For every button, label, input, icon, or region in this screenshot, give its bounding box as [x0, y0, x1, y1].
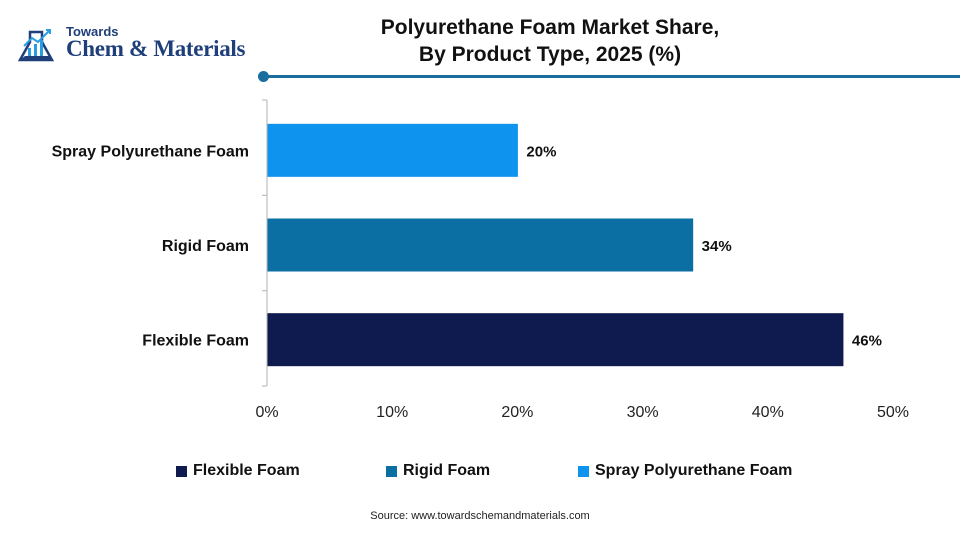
logo-name-text: Chem & Materials: [66, 36, 246, 61]
data-label: 20%: [526, 143, 556, 160]
data-label: 34%: [702, 238, 732, 255]
legend-label: Flexible Foam: [193, 462, 300, 479]
x-tick-label: 40%: [752, 404, 784, 421]
brand-logo: Towards Chem & Materials: [16, 22, 256, 72]
x-tick-label: 20%: [501, 404, 533, 421]
title-rule: [264, 75, 960, 78]
x-tick-label: 0%: [255, 404, 278, 421]
bar-spray-polyurethane-foam: [267, 123, 518, 177]
x-tick-label: 10%: [376, 404, 408, 421]
legend-item: Spray Polyurethane Foam: [578, 462, 792, 480]
legend-swatch: [176, 465, 187, 477]
data-label: 46%: [852, 333, 882, 350]
category-label: Rigid Foam: [162, 238, 249, 255]
x-tick-label: 30%: [627, 404, 659, 421]
legend-item: Rigid Foam: [386, 462, 490, 480]
category-label: Spray Polyurethane Foam: [52, 143, 249, 160]
x-tick-label: 50%: [877, 404, 909, 421]
chart-title-line-1: Polyurethane Foam Market Share,: [380, 16, 720, 39]
chart-title-line-2: By Product Type, 2025 (%): [418, 43, 682, 66]
logo-towards-text: Towards: [66, 24, 119, 39]
legend-swatch: [578, 465, 589, 477]
bar-rigid-foam: [267, 218, 694, 272]
chart-legend: Flexible Foam Rigid Foam Spray Polyurethan…: [0, 462, 960, 484]
legend-item: Flexible Foam: [176, 462, 300, 480]
category-label: Flexible Foam: [142, 333, 249, 350]
flask-chart-icon: [17, 29, 55, 62]
legend-label: Rigid Foam: [403, 462, 491, 479]
legend-swatch: [386, 465, 397, 477]
chart-title: Polyurethane Foam Market Share, By Produ…: [300, 14, 800, 68]
legend-label: Spray Polyurethane Foam: [595, 462, 793, 479]
bar-flexible-foam: [267, 313, 844, 367]
title-rule-dot: [258, 71, 269, 82]
source-note: Source: www.towardschemandmaterials.com: [370, 510, 590, 522]
